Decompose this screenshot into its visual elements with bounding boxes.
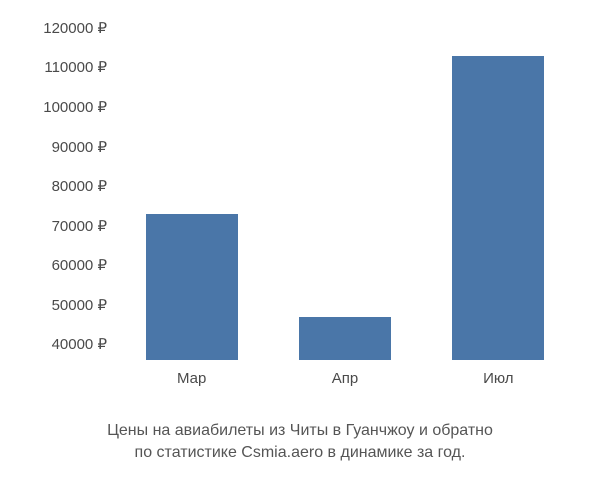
chart-caption: Цены на авиабилеты из Читы в Гуанчжоу и … xyxy=(0,420,600,465)
y-tick-label: 40000 ₽ xyxy=(52,335,107,353)
caption-line1: Цены на авиабилеты из Читы в Гуанчжоу и … xyxy=(107,422,493,439)
x-tick-label: Мар xyxy=(177,370,206,387)
chart-container: 40000 ₽ 50000 ₽ 60000 ₽ 70000 ₽ 80000 ₽ 90000… xyxy=(20,20,580,400)
caption-line2: по статистике Csmia.aero в динамике за г… xyxy=(135,444,466,461)
y-tick-label: 50000 ₽ xyxy=(52,296,107,314)
x-tick-label: Апр xyxy=(332,370,358,387)
bar xyxy=(299,317,391,360)
y-tick-label: 70000 ₽ xyxy=(52,217,107,235)
y-tick-label: 90000 ₽ xyxy=(52,138,107,156)
y-tick-label: 110000 ₽ xyxy=(44,58,107,76)
x-axis: Мар Апр Июл xyxy=(115,370,575,400)
bar xyxy=(146,214,238,360)
y-tick-label: 80000 ₽ xyxy=(52,177,107,195)
y-tick-label: 60000 ₽ xyxy=(52,256,107,274)
bar xyxy=(452,56,544,360)
plot-area xyxy=(115,20,575,360)
y-tick-label: 120000 ₽ xyxy=(43,19,107,37)
x-tick-label: Июл xyxy=(483,370,513,387)
y-tick-label: 100000 ₽ xyxy=(43,98,107,116)
y-axis: 40000 ₽ 50000 ₽ 60000 ₽ 70000 ₽ 80000 ₽ 90000… xyxy=(20,20,115,360)
